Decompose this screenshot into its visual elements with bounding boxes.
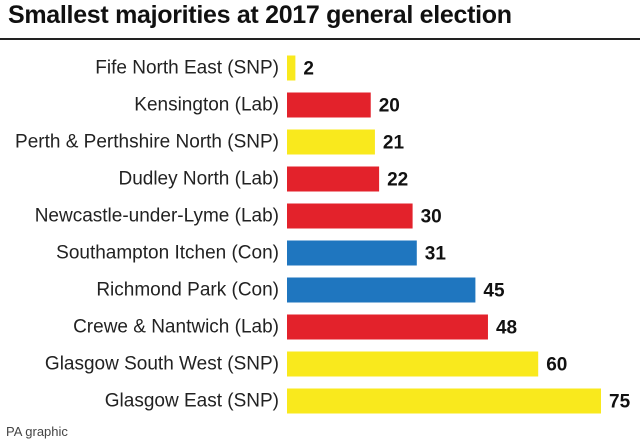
bar <box>287 388 601 414</box>
bar <box>287 240 417 266</box>
category-label: Richmond Park (Con) <box>96 280 279 301</box>
value-label: 21 <box>383 133 405 154</box>
bar <box>287 55 296 81</box>
title-rule <box>0 38 640 40</box>
bar <box>287 129 375 155</box>
value-label: 2 <box>303 59 314 80</box>
category-label: Fife North East (SNP) <box>95 58 279 79</box>
category-label: Dudley North (Lab) <box>118 169 279 190</box>
value-label: 22 <box>387 170 408 191</box>
category-label: Glasgow South West (SNP) <box>45 354 279 375</box>
bar <box>287 314 488 340</box>
category-label: Perth & Perthshire North (SNP) <box>15 132 279 153</box>
value-label: 20 <box>379 96 400 117</box>
bar <box>287 92 371 118</box>
source-credit: PA graphic <box>6 424 68 439</box>
bar <box>287 351 539 377</box>
value-label: 31 <box>425 244 447 265</box>
bar <box>287 277 476 303</box>
value-label: 60 <box>546 355 567 376</box>
category-label: Glasgow East (SNP) <box>105 391 279 412</box>
category-label: Crewe & Nantwich (Lab) <box>73 317 279 338</box>
value-label: 30 <box>421 207 442 228</box>
bar <box>287 203 413 229</box>
value-label: 75 <box>609 392 631 413</box>
category-label: Kensington (Lab) <box>134 95 279 116</box>
value-label: 48 <box>496 318 517 339</box>
value-label: 45 <box>483 281 505 302</box>
category-label: Newcastle-under-Lyme (Lab) <box>35 206 279 227</box>
chart-title: Smallest majorities at 2017 general elec… <box>8 1 512 29</box>
category-label: Southampton Itchen (Con) <box>56 243 279 264</box>
bar <box>287 166 380 192</box>
